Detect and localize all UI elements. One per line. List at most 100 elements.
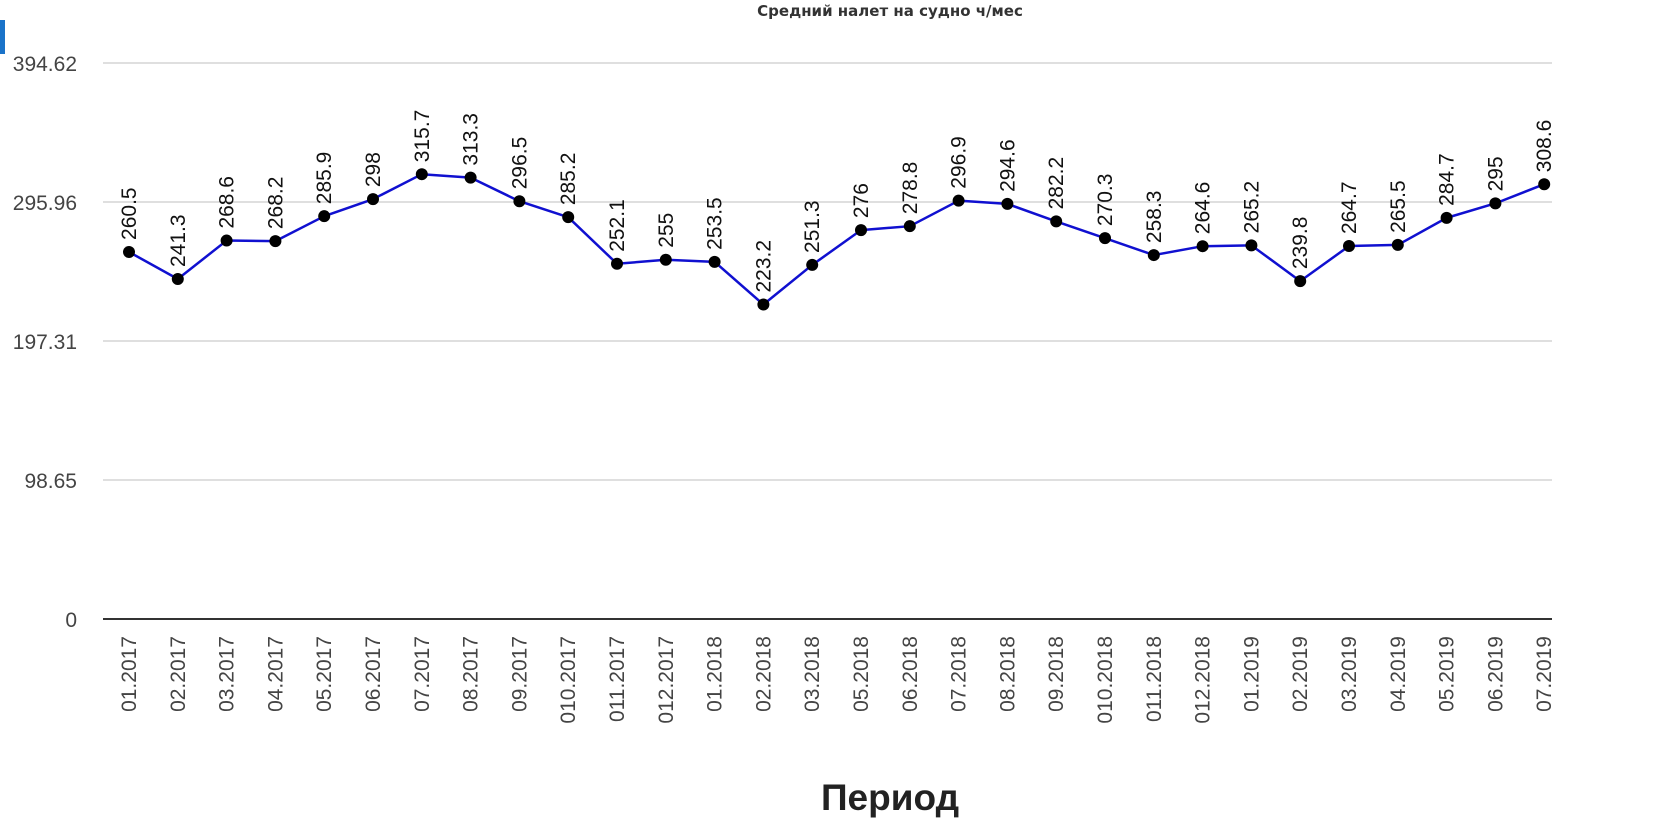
data-label: 298 <box>362 152 385 187</box>
series-layer <box>123 168 1551 311</box>
data-label: 270.3 <box>1094 174 1117 227</box>
data-label: 294.6 <box>996 139 1019 192</box>
data-label: 313.3 <box>460 113 483 166</box>
data-point[interactable] <box>513 195 526 208</box>
data-label: 276 <box>850 183 873 218</box>
data-label: 285.9 <box>313 152 336 205</box>
x-tick-label: 03.2018 <box>801 636 824 712</box>
x-tick-label: 07.2019 <box>1533 636 1556 712</box>
data-point[interactable] <box>1391 238 1404 251</box>
x-tick-label: 06.2018 <box>899 636 922 712</box>
x-tick-label: 03.2019 <box>1338 636 1361 712</box>
x-axis-label: Период <box>821 777 959 818</box>
data-point[interactable] <box>1489 197 1502 210</box>
data-label: 282.2 <box>1045 157 1068 210</box>
x-tick-label: 03.2017 <box>216 636 239 712</box>
data-point[interactable] <box>562 211 575 224</box>
data-label: 264.7 <box>1338 181 1361 234</box>
data-label: 284.7 <box>1436 153 1459 206</box>
data-label: 285.2 <box>557 153 580 206</box>
data-point[interactable] <box>1294 275 1307 288</box>
data-label: 260.5 <box>118 187 141 240</box>
y-axis-ticks: 0 98.65 197.31 295.96 394.62 <box>13 53 77 632</box>
data-point[interactable] <box>1050 215 1063 228</box>
x-tick-label: 04.2019 <box>1387 636 1410 712</box>
x-tick-label: 05.2017 <box>313 636 336 712</box>
data-label: 296.5 <box>508 137 531 190</box>
x-tick-label: 01.2019 <box>1240 636 1263 712</box>
data-label: 315.7 <box>411 110 434 163</box>
x-tick-label: 01.2017 <box>118 636 141 712</box>
data-label: 264.6 <box>1192 182 1215 235</box>
x-axis-ticks: 01.2017 02.2017 03.2017 04.2017 05.2017 06.20… <box>118 636 1556 724</box>
x-tick-label: 011.2017 <box>606 636 629 722</box>
data-point[interactable] <box>123 245 135 258</box>
data-point[interactable] <box>1440 211 1453 224</box>
x-tick-label: 01.2018 <box>704 636 727 712</box>
data-point[interactable] <box>1343 240 1355 253</box>
y-tick-label: 394.62 <box>13 53 77 76</box>
data-label: 253.5 <box>704 197 727 250</box>
x-tick-label: 02.2018 <box>752 636 775 712</box>
data-point[interactable] <box>220 234 233 247</box>
data-point[interactable] <box>1001 197 1014 210</box>
data-label: 268.6 <box>216 176 239 229</box>
data-label: 265.5 <box>1387 180 1410 233</box>
data-label: 278.8 <box>899 162 922 215</box>
data-point[interactable] <box>269 235 282 248</box>
data-point[interactable] <box>318 210 331 223</box>
data-point[interactable] <box>903 220 916 233</box>
data-label: 239.8 <box>1289 217 1312 270</box>
x-tick-label: 07.2017 <box>411 636 434 712</box>
x-tick-label: 06.2019 <box>1484 636 1507 712</box>
x-tick-label: 012.2018 <box>1192 636 1215 724</box>
data-point[interactable] <box>1245 239 1258 252</box>
chart-title: Средний налет на судно ч/мес <box>757 2 1023 20</box>
x-tick-label: 010.2018 <box>1094 636 1117 724</box>
corner-marker <box>0 20 5 54</box>
data-point[interactable] <box>952 194 965 207</box>
data-label: 296.9 <box>948 136 971 189</box>
data-point[interactable] <box>367 193 379 206</box>
data-label: 258.3 <box>1143 191 1166 244</box>
data-point[interactable] <box>415 168 428 181</box>
data-label: 268.2 <box>264 177 287 230</box>
data-label: 223.2 <box>752 240 775 293</box>
x-tick-label: 08.2018 <box>996 636 1019 712</box>
x-tick-label: 05.2019 <box>1436 636 1459 712</box>
data-point[interactable] <box>659 253 672 266</box>
data-point[interactable] <box>171 273 184 286</box>
x-tick-label: 04.2017 <box>264 636 287 712</box>
data-point[interactable] <box>757 298 770 311</box>
x-tick-label: 08.2017 <box>460 636 483 712</box>
x-tick-label: 07.2018 <box>948 636 971 712</box>
y-tick-label: 0 <box>65 609 77 632</box>
data-point[interactable] <box>855 224 867 237</box>
data-point[interactable] <box>464 171 477 184</box>
x-tick-label: 05.2018 <box>850 636 873 712</box>
data-point[interactable] <box>1099 232 1111 245</box>
data-label: 295 <box>1484 156 1507 191</box>
x-tick-label: 02.2019 <box>1289 636 1312 712</box>
data-label: 265.2 <box>1240 181 1263 234</box>
data-point[interactable] <box>806 258 819 271</box>
data-point[interactable] <box>611 257 623 270</box>
x-tick-label: 09.2018 <box>1045 636 1068 712</box>
data-point[interactable] <box>1538 178 1551 191</box>
data-label: 241.3 <box>167 214 190 267</box>
y-tick-label: 197.31 <box>13 331 77 354</box>
y-tick-label: 98.65 <box>24 470 77 493</box>
gridlines <box>103 62 1552 481</box>
data-labels: 260.5 241.3 268.6 268.2 285.9 298 315.7 313.3 29… <box>118 110 1556 293</box>
data-label: 308.6 <box>1533 120 1556 173</box>
data-point[interactable] <box>1147 249 1160 262</box>
data-point[interactable] <box>708 255 721 268</box>
x-tick-label: 02.2017 <box>167 636 190 712</box>
x-tick-label: 011.2018 <box>1143 636 1166 722</box>
y-tick-label: 295.96 <box>13 192 77 215</box>
x-tick-label: 012.2017 <box>655 636 678 724</box>
series-line <box>128 172 1545 306</box>
x-tick-label: 010.2017 <box>557 636 580 724</box>
data-point[interactable] <box>1196 240 1209 253</box>
data-label: 255 <box>655 213 678 248</box>
